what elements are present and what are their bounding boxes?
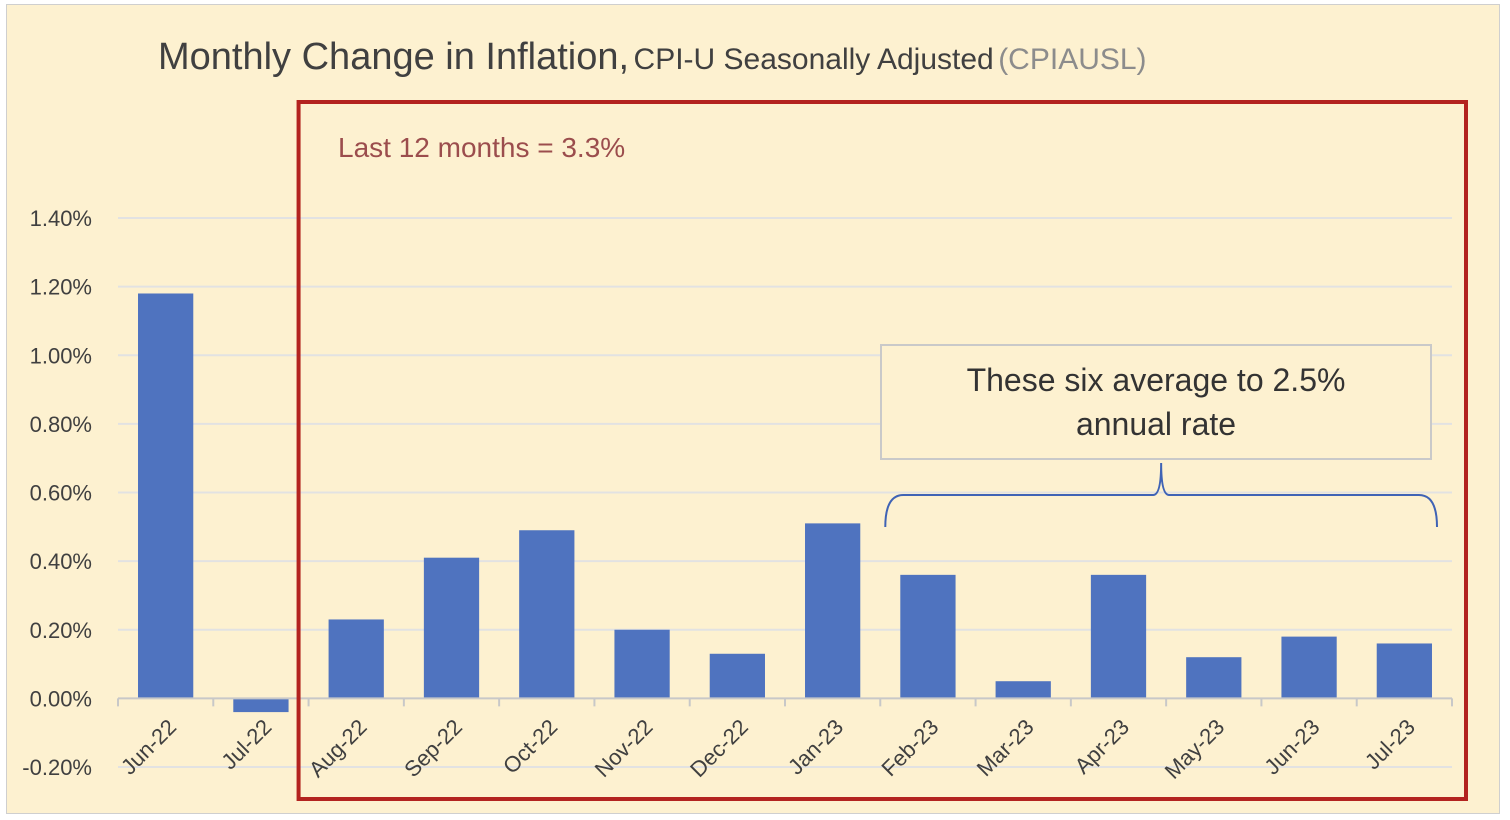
- y-tick-label: 1.20%: [30, 275, 92, 300]
- x-axis: Jun-22 Jul-22 Aug-22 Sep-22 Oct-22 Nov-22 Dec-…: [116, 697, 1453, 784]
- bar-dec-22: [709, 653, 765, 699]
- y-tick-label: 0.00%: [30, 686, 92, 711]
- bars: [138, 293, 1432, 713]
- y-tick-label: 0.60%: [30, 481, 92, 506]
- chart-title: Monthly Change in Inflation, CPI-U Seaso…: [158, 36, 1147, 79]
- y-tick-label: 1.40%: [30, 206, 92, 231]
- bar-jul-23: [1376, 643, 1432, 699]
- x-tick-label: Jun-22: [116, 714, 181, 779]
- x-tick-label: Dec-22: [685, 714, 753, 782]
- bar-jun-23: [1281, 636, 1337, 699]
- bar-aug-22: [328, 619, 384, 699]
- six-month-bracket: [884, 462, 1438, 528]
- y-tick-label: 0.80%: [30, 412, 92, 437]
- bar-oct-22: [519, 530, 575, 699]
- bar-feb-23: [900, 574, 956, 699]
- x-tick-label: Apr-23: [1070, 714, 1134, 778]
- x-tick-label: Jul-22: [216, 714, 276, 774]
- x-tick-label: May-23: [1160, 714, 1230, 784]
- y-tick-label: 0.40%: [30, 549, 92, 574]
- chart-subtitle: CPI-U Seasonally Adjusted: [633, 43, 994, 76]
- y-tick-label: -0.20%: [22, 755, 92, 780]
- y-axis: -0.20% 0.00% 0.20% 0.40% 0.60% 0.80% 1.00% 1.20…: [22, 206, 92, 780]
- x-tick-label: Jun-23: [1259, 714, 1324, 779]
- bar-sep-22: [423, 557, 480, 699]
- y-tick-label: 0.20%: [30, 618, 92, 643]
- x-tick-label: Mar-23: [972, 714, 1039, 781]
- x-tick-label: Jan-23: [783, 714, 848, 779]
- x-tick-label: Jul-23: [1360, 714, 1420, 774]
- bar-jul-22: [233, 698, 289, 713]
- last-12-months-label: Last 12 months = 3.3%: [338, 132, 626, 163]
- bar-jan-23: [805, 523, 861, 699]
- x-tick-label: Oct-22: [498, 714, 562, 778]
- series-code: (CPIAUSL): [998, 43, 1147, 76]
- six-month-average-callout: These six average to 2.5% annual rate: [880, 344, 1432, 460]
- bar-jun-22: [138, 293, 194, 699]
- x-tick-label: Nov-22: [590, 714, 658, 782]
- gridlines: [118, 217, 1452, 768]
- chart-title-main: Monthly Change in Inflation,: [158, 36, 630, 78]
- bar-may-23: [1186, 657, 1242, 699]
- x-tick-label: Sep-22: [399, 714, 467, 782]
- x-tick-label: Feb-23: [876, 714, 943, 781]
- bar-apr-23: [1090, 574, 1147, 699]
- last-12-months-highlight-box: [296, 100, 1469, 801]
- y-tick-label: 1.00%: [30, 343, 92, 368]
- x-tick-label: Aug-22: [304, 714, 372, 782]
- bar-nov-22: [614, 629, 670, 699]
- bar-mar-23: [995, 681, 1051, 699]
